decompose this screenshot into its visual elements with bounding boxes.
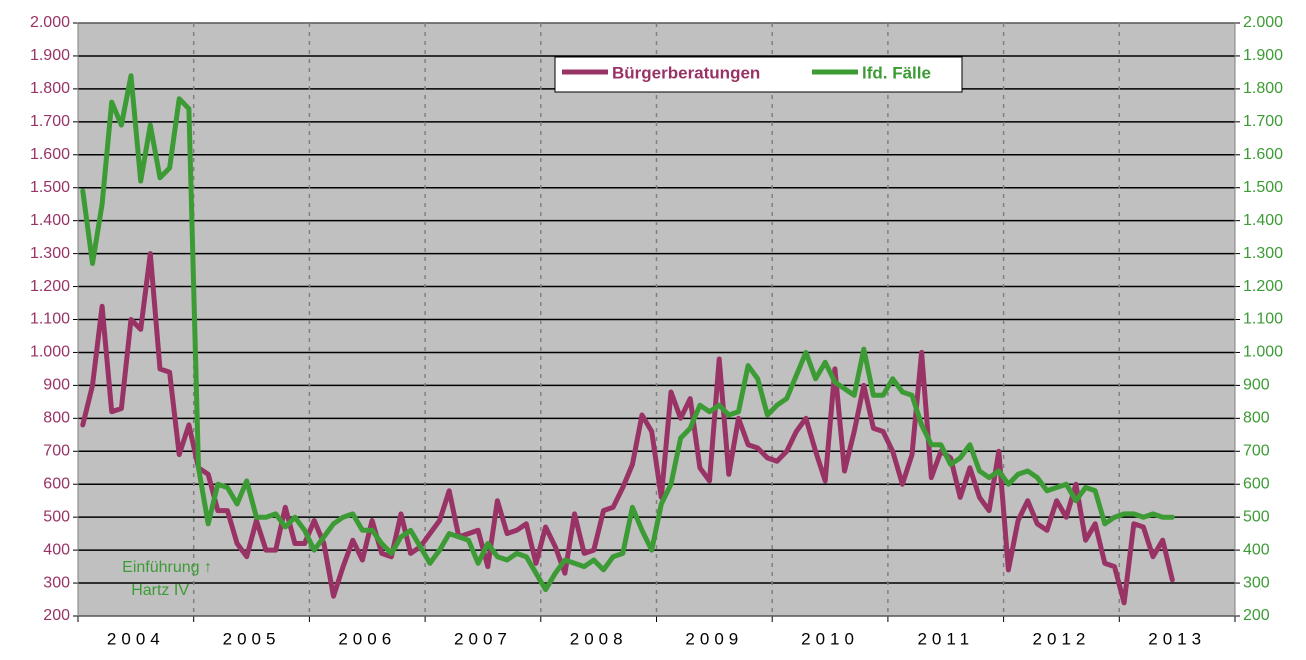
y2-tick-label: 300 — [1243, 574, 1270, 591]
x-tick-label: 2012 — [1033, 629, 1091, 648]
annotation: Hartz IV — [131, 582, 189, 599]
legend-label: lfd. Fälle — [862, 63, 931, 82]
y-tick-label: 1.000 — [30, 344, 70, 361]
y-tick-label: 1.800 — [30, 80, 70, 97]
x-tick-label: 2010 — [801, 629, 859, 648]
y2-tick-label: 1.100 — [1243, 311, 1283, 328]
y-tick-label: 600 — [43, 475, 70, 492]
x-tick-label: 2013 — [1148, 629, 1206, 648]
legend-box — [554, 56, 963, 93]
x-tick-label: 2008 — [570, 629, 628, 648]
y2-tick-label: 2.000 — [1243, 14, 1283, 31]
x-tick-label: 2007 — [454, 629, 512, 648]
x-tick-label: 2004 — [107, 629, 165, 648]
x-tick-label: 2009 — [685, 629, 743, 648]
y2-tick-label: 1.200 — [1243, 278, 1283, 295]
x-tick-label: 2005 — [223, 629, 281, 648]
x-tick-label: 2006 — [338, 629, 396, 648]
y-tick-label: 700 — [43, 442, 70, 459]
y2-tick-label: 1.000 — [1243, 344, 1283, 361]
y2-tick-label: 400 — [1243, 541, 1270, 558]
x-tick-label: 2011 — [917, 629, 974, 648]
y-tick-label: 1.400 — [30, 212, 70, 229]
line-series — [80, 251, 1175, 606]
y2-tick-label: 500 — [1243, 508, 1270, 525]
y-tick-label: 1.900 — [30, 47, 70, 64]
y2-tick-label: 1.300 — [1243, 245, 1283, 262]
y-tick-label: 1.700 — [30, 113, 70, 130]
y-tick-label: 900 — [43, 377, 70, 394]
y-tick-label: 200 — [43, 607, 70, 624]
y-tick-label: 2.000 — [30, 14, 70, 31]
y-tick-label: 400 — [43, 541, 70, 558]
y-tick-label: 300 — [43, 574, 70, 591]
y2-tick-label: 600 — [1243, 475, 1270, 492]
line-series — [80, 73, 1175, 593]
y-tick-label: 800 — [43, 410, 70, 427]
legend-label: Bürgerberatungen — [612, 63, 760, 82]
y-tick-label: 1.200 — [30, 278, 70, 295]
y-tick-label: 1.100 — [30, 311, 70, 328]
y-tick-label: 1.300 — [30, 245, 70, 262]
y2-tick-label: 1.400 — [1243, 212, 1283, 229]
y2-tick-label: 800 — [1243, 410, 1270, 427]
y2-tick-label: 700 — [1243, 442, 1270, 459]
y2-tick-label: 1.500 — [1243, 179, 1283, 196]
y2-tick-label: 1.600 — [1243, 146, 1283, 163]
y-tick-label: 500 — [43, 508, 70, 525]
y2-tick-label: 900 — [1243, 377, 1270, 394]
y2-tick-label: 200 — [1243, 607, 1270, 624]
y2-tick-label: 1.700 — [1243, 113, 1283, 130]
y2-tick-label: 1.900 — [1243, 47, 1283, 64]
y2-tick-label: 1.800 — [1243, 80, 1283, 97]
y-tick-label: 1.500 — [30, 179, 70, 196]
y-tick-label: 1.600 — [30, 146, 70, 163]
plot-border — [77, 22, 1236, 617]
annotation: Einführung ↑ — [122, 559, 212, 576]
